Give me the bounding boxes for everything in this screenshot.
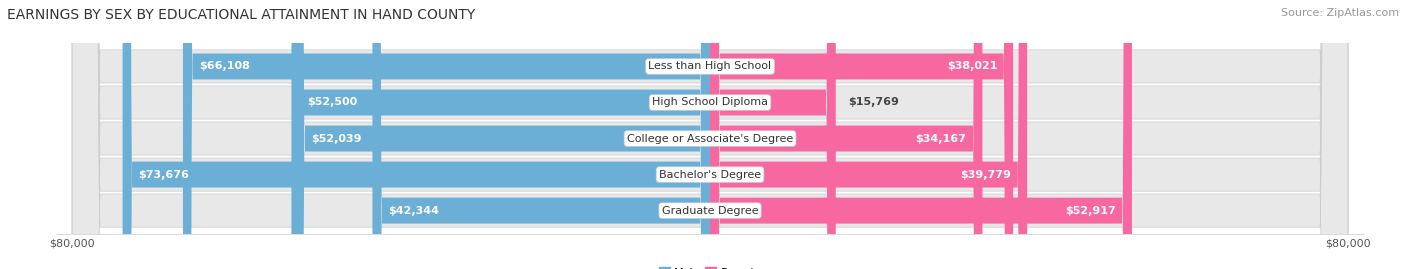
FancyBboxPatch shape <box>72 0 1348 269</box>
Text: $52,500: $52,500 <box>308 97 357 108</box>
FancyBboxPatch shape <box>710 0 1132 269</box>
FancyBboxPatch shape <box>295 0 710 269</box>
FancyBboxPatch shape <box>710 0 1028 269</box>
Text: $39,779: $39,779 <box>960 169 1011 180</box>
Text: $38,021: $38,021 <box>946 61 997 72</box>
FancyBboxPatch shape <box>183 0 710 269</box>
FancyBboxPatch shape <box>72 0 1348 269</box>
Text: College or Associate's Degree: College or Associate's Degree <box>627 133 793 144</box>
FancyBboxPatch shape <box>291 0 710 269</box>
FancyBboxPatch shape <box>72 0 1348 269</box>
FancyBboxPatch shape <box>710 0 1014 269</box>
Text: $42,344: $42,344 <box>388 206 439 216</box>
Text: EARNINGS BY SEX BY EDUCATIONAL ATTAINMENT IN HAND COUNTY: EARNINGS BY SEX BY EDUCATIONAL ATTAINMEN… <box>7 8 475 22</box>
Text: $52,917: $52,917 <box>1066 206 1116 216</box>
Text: $73,676: $73,676 <box>139 169 190 180</box>
Legend: Male, Female: Male, Female <box>654 263 766 269</box>
Text: High School Diploma: High School Diploma <box>652 97 768 108</box>
FancyBboxPatch shape <box>72 0 1348 269</box>
FancyBboxPatch shape <box>72 0 1348 269</box>
FancyBboxPatch shape <box>710 0 983 269</box>
Text: $66,108: $66,108 <box>198 61 250 72</box>
Text: $52,039: $52,039 <box>311 133 361 144</box>
Text: Bachelor's Degree: Bachelor's Degree <box>659 169 761 180</box>
Text: Graduate Degree: Graduate Degree <box>662 206 758 216</box>
FancyBboxPatch shape <box>373 0 710 269</box>
Text: $15,769: $15,769 <box>848 97 898 108</box>
Text: $34,167: $34,167 <box>915 133 966 144</box>
Text: Source: ZipAtlas.com: Source: ZipAtlas.com <box>1281 8 1399 18</box>
FancyBboxPatch shape <box>122 0 710 269</box>
Text: Less than High School: Less than High School <box>648 61 772 72</box>
FancyBboxPatch shape <box>710 0 835 269</box>
